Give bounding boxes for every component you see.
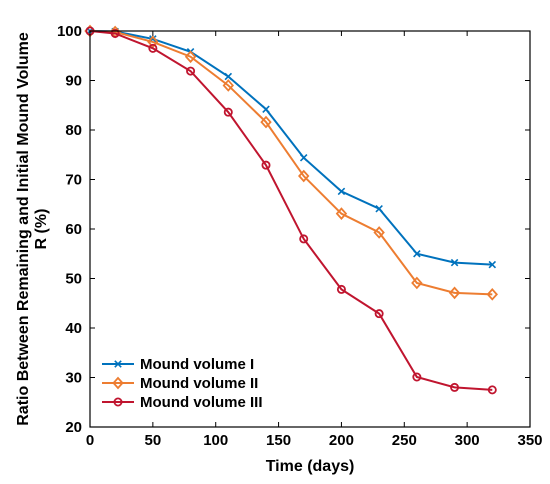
data-point [337, 187, 346, 196]
series-3 [85, 26, 497, 395]
data-point [335, 207, 348, 221]
data-point [373, 226, 385, 239]
x-tick-label: 300 [455, 432, 480, 449]
legend-item: Mound volume III [102, 394, 263, 411]
plot-area [90, 31, 530, 427]
data-point [224, 72, 233, 81]
x-tick-label: 100 [203, 432, 228, 449]
legend-marker [112, 376, 124, 390]
y-tick-label: 100 [57, 23, 82, 40]
data-point [448, 286, 461, 300]
ticks-layer: 0 50 100 150 200 250 300 350 20 30 40 50 60 70 80 90 100 [57, 23, 543, 449]
data-point [411, 276, 423, 290]
data-point [487, 385, 497, 395]
series-line [89, 30, 493, 296]
x-tick-label: 150 [266, 432, 291, 449]
data-point [222, 79, 234, 92]
y-tick-label: 30 [65, 370, 82, 387]
series-line [89, 30, 493, 266]
x-tick-label: 0 [86, 432, 94, 449]
x-tick-label: 200 [329, 432, 354, 449]
data-point [299, 153, 308, 162]
data-point [413, 249, 421, 258]
legend-marker [114, 360, 122, 368]
x-tick-label: 350 [517, 432, 542, 449]
data-point [299, 234, 309, 244]
legend-label: Mound volume II [140, 375, 258, 392]
legend-marker [113, 397, 123, 407]
data-point [147, 35, 159, 49]
data-point [262, 105, 270, 113]
y-tick-label: 40 [65, 320, 82, 337]
data-point [148, 43, 158, 53]
data-point [375, 204, 383, 213]
y-tick-label: 70 [65, 172, 82, 189]
y-axis-title-line1: Ratio Between Remaining and Initial Moun… [15, 32, 32, 426]
data-point [261, 160, 271, 170]
y-axis-title-line2: R (%) [33, 209, 50, 250]
data-point [223, 107, 233, 117]
data-point [450, 382, 460, 392]
data-point [184, 50, 197, 64]
data-point [298, 169, 310, 183]
y-tick-label: 80 [65, 122, 82, 139]
data-point [488, 260, 497, 269]
data-point [412, 372, 422, 382]
y-tick-label: 20 [65, 419, 82, 436]
data-point [186, 66, 196, 76]
data-point [486, 287, 498, 301]
legend: Mound volume I Mound volume II Mound volum… [102, 356, 263, 411]
data-point [450, 258, 459, 267]
y-tick-label: 90 [65, 73, 82, 90]
data-point [110, 28, 120, 38]
series-line [89, 30, 493, 391]
legend-item: Mound volume II [102, 375, 258, 392]
series-layer [84, 24, 498, 395]
legend-label: Mound volume I [140, 356, 254, 373]
data-point [336, 284, 346, 294]
legend-label: Mound volume III [140, 394, 263, 411]
y-tick-label: 50 [65, 271, 82, 288]
data-point [374, 309, 384, 319]
legend-item: Mound volume I [102, 356, 254, 373]
y-tick-label: 60 [65, 221, 82, 238]
x-tick-label: 250 [392, 432, 417, 449]
data-point [260, 115, 272, 129]
x-axis-title: Time (days) [266, 458, 355, 475]
x-tick-label: 50 [145, 432, 162, 449]
